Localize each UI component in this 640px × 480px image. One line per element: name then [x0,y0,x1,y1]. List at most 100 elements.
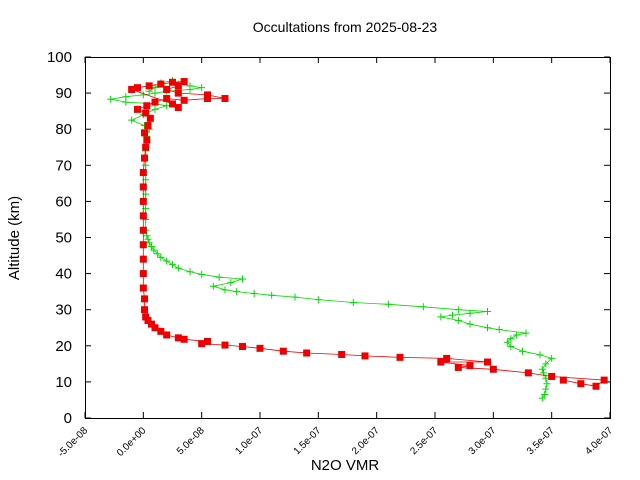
data-point-square [221,341,229,349]
data-point-plus [107,95,115,103]
data-point-square [396,353,404,361]
data-point-square [139,183,147,191]
data-point-square [174,334,182,342]
data-point-plus [466,320,474,328]
data-point-square [151,324,159,332]
data-point-square [437,358,445,366]
data-point-plus [148,243,155,251]
data-point-plus [128,116,136,124]
data-point-square [198,340,206,348]
data-point-plus [466,309,474,317]
data-point-square [139,284,147,292]
x-tick-label: 4.0e-07 [583,425,615,457]
data-point-square [204,337,211,345]
data-point-square [163,85,171,93]
data-point-plus [145,239,153,247]
data-point-square [139,226,147,234]
data-point-plus [157,253,165,261]
y-tick-label: 90 [55,85,72,102]
data-point-plus [437,313,445,321]
data-point-plus [484,308,491,316]
data-point-square [600,376,608,384]
data-point-plus [215,273,223,281]
data-point-plus [543,380,551,388]
data-point-plus [250,289,258,297]
data-point-square [524,369,532,377]
data-point-square [157,327,165,335]
series-layer [107,76,608,402]
data-point-plus [186,82,194,90]
data-point-square [303,349,311,357]
x-axis-label: N2O VMR [311,457,380,474]
data-point-square [139,212,147,220]
data-point-square [221,95,229,103]
data-point-square [279,347,287,355]
chart-title: Occultations from 2025-08-23 [253,19,438,35]
data-point-square [559,376,567,384]
data-point-square [157,80,165,88]
data-point-plus [169,261,176,269]
data-point-square [180,96,188,104]
data-point-square [361,352,369,360]
data-point-square [548,372,556,380]
y-tick-label: 70 [55,157,72,174]
y-tick-label: 50 [55,230,72,247]
data-point-plus [198,84,206,92]
data-point-square [134,105,141,113]
data-point-square [151,98,159,106]
y-axis-label: Altitude (km) [6,196,23,280]
x-tick-label: 1.0e-07 [233,425,265,457]
data-point-plus [507,335,515,343]
data-point-plus [227,279,235,287]
data-point-square [163,95,171,103]
plot-frame [85,57,611,419]
data-point-square [141,129,148,137]
data-point-plus [209,282,217,290]
data-point-plus [495,326,503,334]
data-point-square [577,380,585,388]
data-point-square [180,335,188,343]
data-point-square [143,102,151,110]
data-point-plus [163,257,171,265]
data-point-square [143,136,151,144]
data-point-square [142,313,150,321]
data-point-square [338,350,346,358]
y-tick-label: 20 [55,338,72,355]
data-point-square [141,295,148,303]
x-tick-label: 2.0e-07 [350,425,382,457]
data-point-plus [268,291,276,299]
data-point-plus [384,300,392,308]
x-tick-label: 2.5e-07 [408,425,440,457]
y-tick-label: 100 [47,49,72,66]
data-point-square [128,85,136,93]
data-point-square [139,270,147,278]
data-point-square [141,306,148,314]
data-point-square [454,363,462,371]
data-point-square [144,317,152,325]
data-point-plus [449,311,456,319]
x-tick-label: -5.0e-08 [56,425,90,459]
data-point-square [204,95,211,103]
data-point-plus [139,91,147,99]
data-point-square [466,362,474,370]
data-point-square [239,343,246,351]
data-point-square [592,382,600,390]
y-tick-label: 30 [55,302,72,319]
data-point-square [139,255,147,263]
data-point-plus [542,360,550,368]
data-point-square [139,241,147,249]
data-point-plus [186,268,194,276]
series-1 [107,76,556,402]
data-point-plus [122,93,130,101]
data-point-plus [144,235,152,243]
data-point-square [169,100,176,108]
x-tick-label: 1.5e-07 [292,425,324,457]
data-point-plus [541,391,549,399]
data-point-plus [233,288,241,296]
data-point-square [145,82,153,90]
data-point-square [489,365,497,373]
data-point-plus [142,161,150,169]
data-point-plus [221,286,229,294]
data-point-square [174,82,182,90]
